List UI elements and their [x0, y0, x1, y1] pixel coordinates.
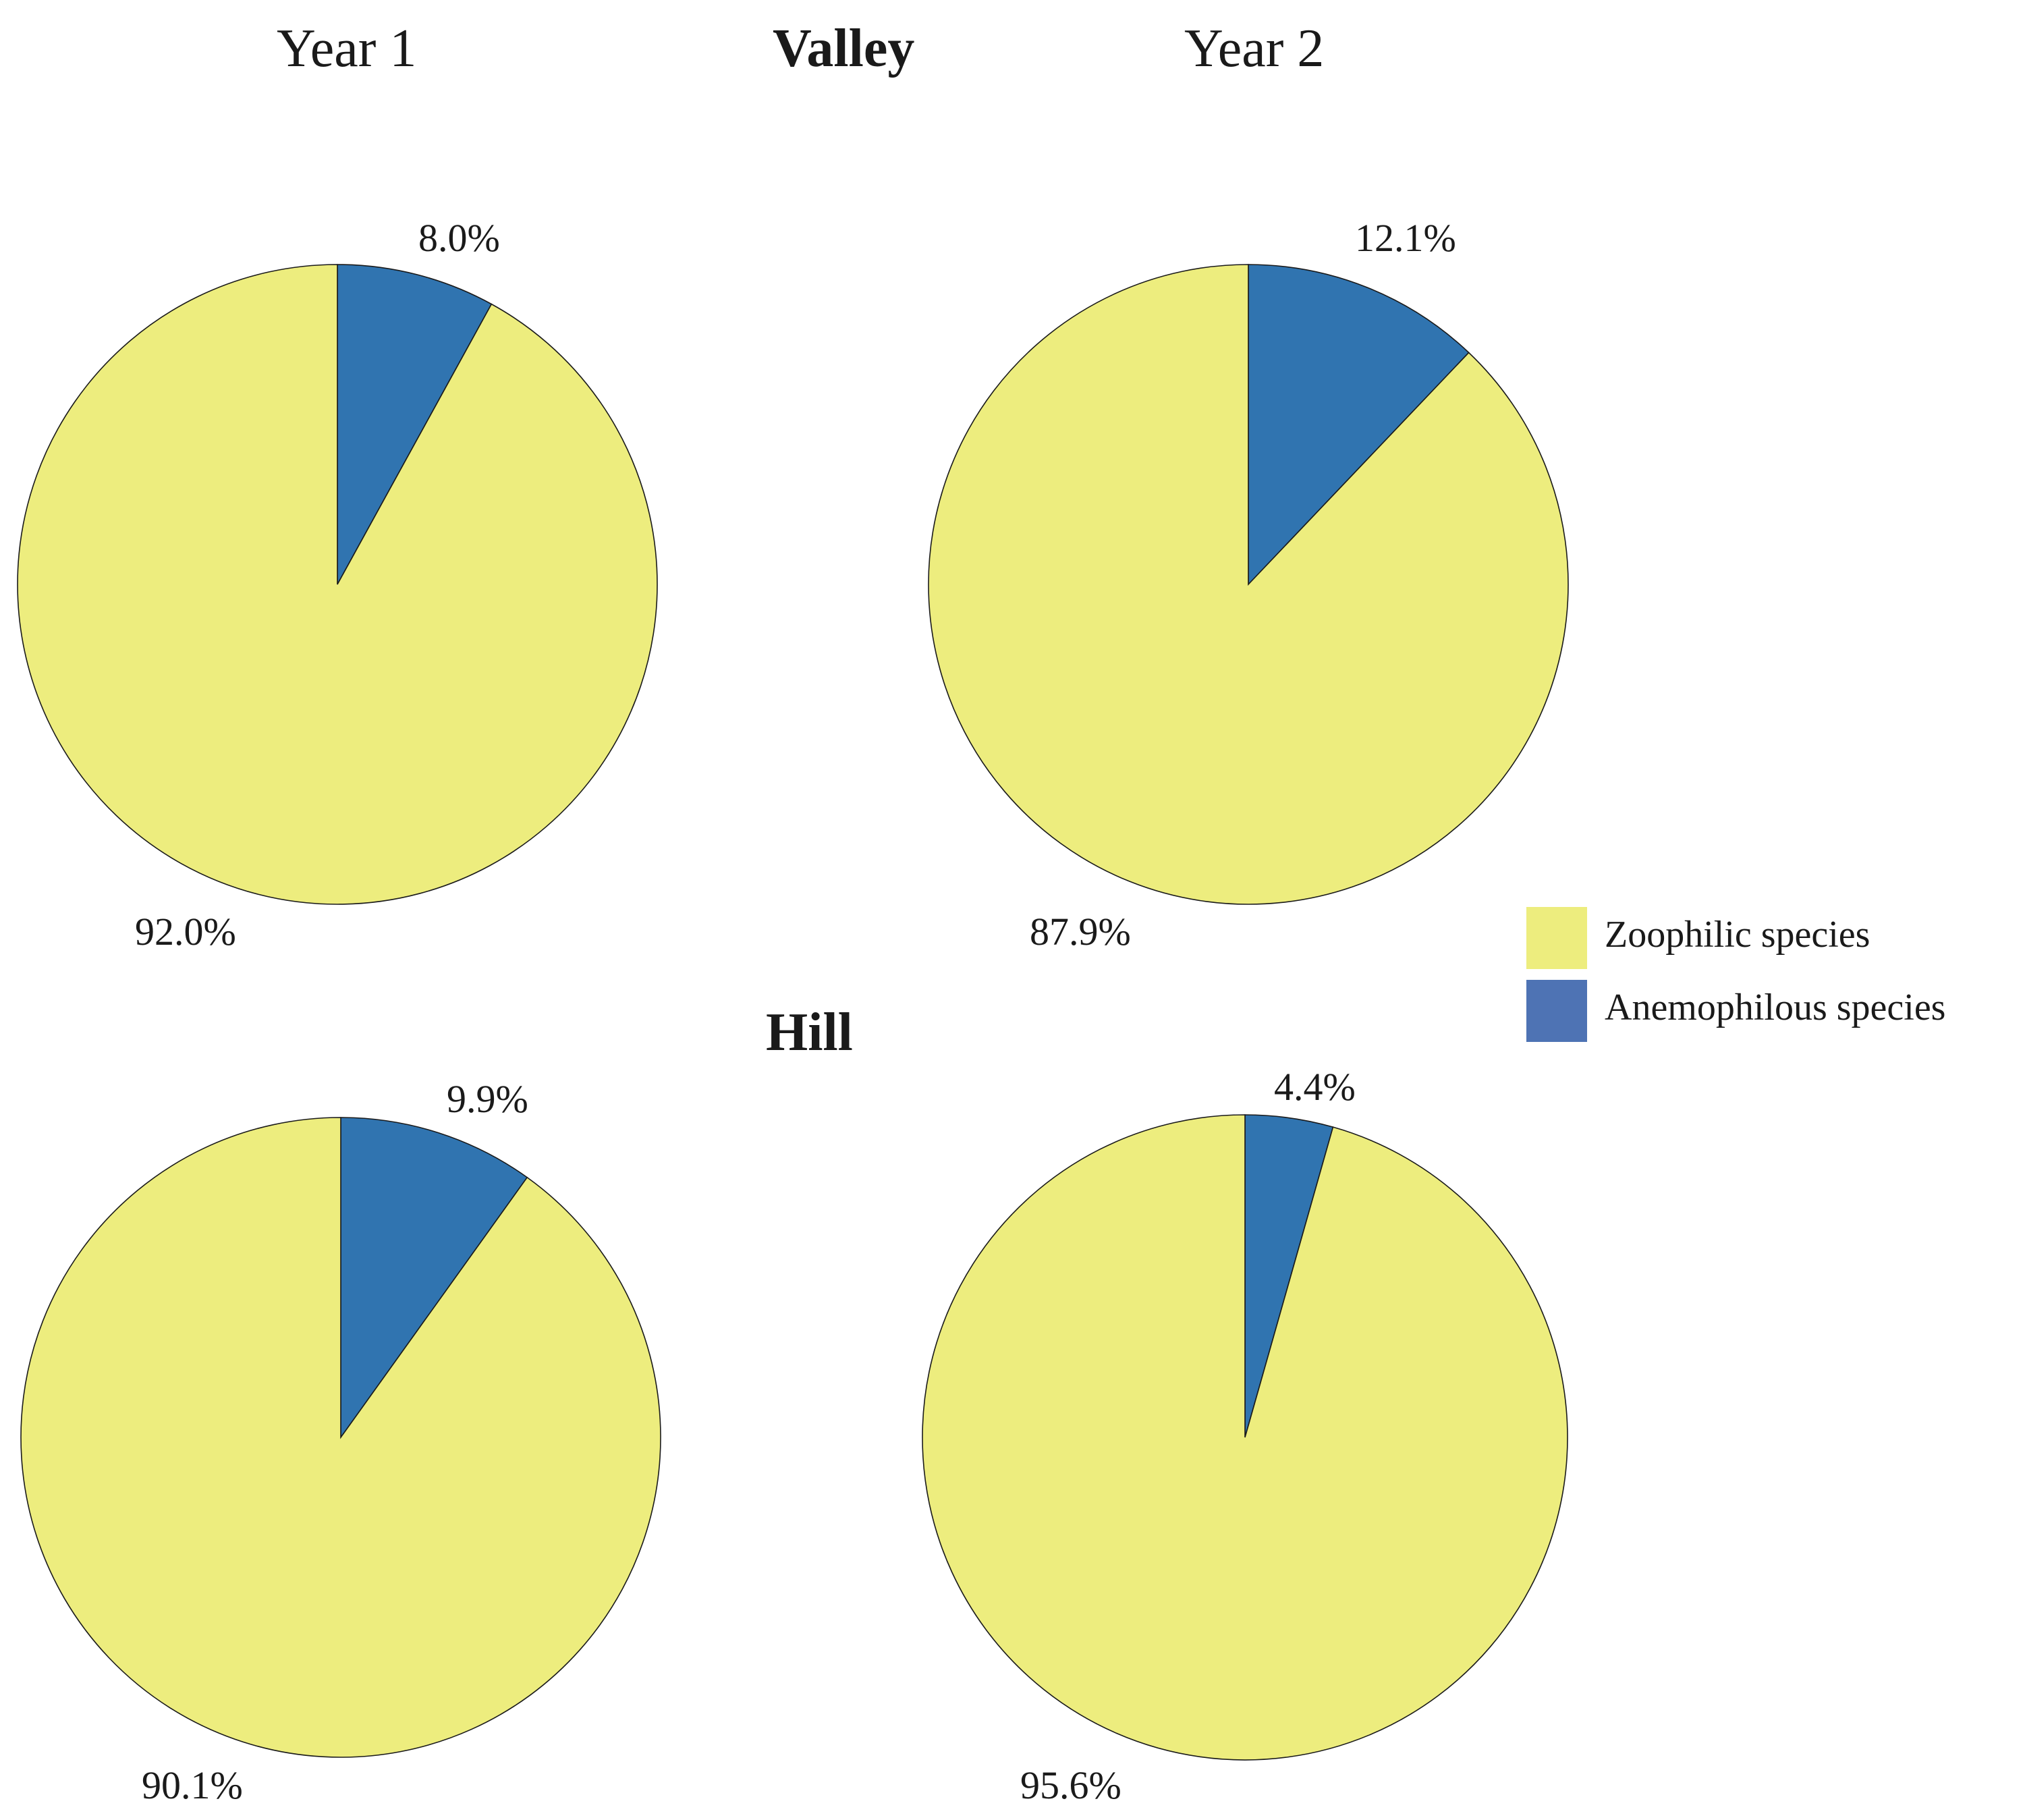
group-heading-hill: Hill	[766, 1003, 853, 1062]
pie-slice-anemophilous	[1248, 264, 1470, 586]
data-label-zoophilic: 92.0%	[135, 910, 236, 954]
pie-slice-zoophilic	[20, 1117, 661, 1758]
pie-slice-anemophilous	[337, 264, 493, 585]
pie-valley-year-1: 8.0% 92.0%	[17, 216, 658, 954]
pie-hill-year-2: 4.4% 95.6%	[922, 1065, 1568, 1807]
data-label-anemophilous: 9.9%	[447, 1077, 528, 1121]
data-label-anemophilous: 8.0%	[418, 216, 500, 260]
pie-valley-year-2: 12.1% 87.9%	[928, 216, 1569, 954]
legend-label-zoophilic: Zoophilic species	[1605, 914, 1870, 956]
group-heading-valley: Valley	[773, 19, 915, 78]
pie-slice-zoophilic	[928, 264, 1569, 905]
pie-slice-zoophilic	[17, 264, 658, 905]
column-heading-year-2: Year 2	[1184, 19, 1325, 78]
legend-label-anemophilous: Anemophilous species	[1605, 987, 1946, 1028]
legend-swatch-zoophilic	[1526, 907, 1587, 969]
data-label-zoophilic: 87.9%	[1030, 910, 1131, 954]
legend-swatch-anemophilous	[1526, 980, 1587, 1042]
data-label-anemophilous: 4.4%	[1274, 1065, 1356, 1109]
data-label-zoophilic: 95.6%	[1020, 1763, 1121, 1807]
data-label-zoophilic: 90.1%	[142, 1763, 243, 1807]
column-heading-year-1: Year 1	[277, 19, 417, 78]
pie-hill-year-1: 9.9% 90.1%	[20, 1077, 661, 1807]
pie-slice-zoophilic	[922, 1114, 1568, 1761]
data-label-anemophilous: 12.1%	[1355, 216, 1456, 260]
pie-slice-anemophilous	[340, 1117, 528, 1439]
